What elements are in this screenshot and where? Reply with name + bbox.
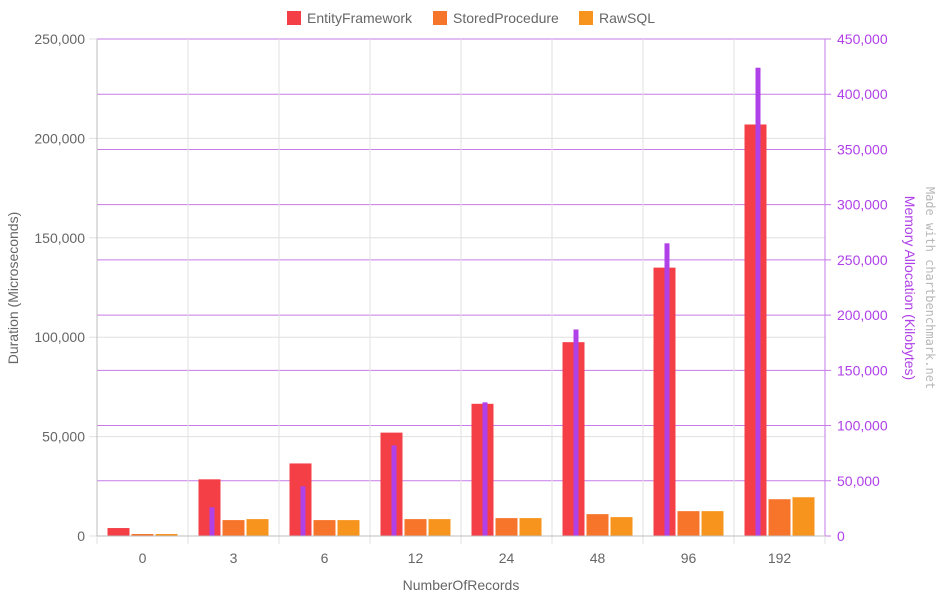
legend-swatch-storedprocedure: [433, 11, 447, 25]
x-tick-label: 192: [768, 550, 792, 566]
bar-rawsql-96: [701, 511, 724, 536]
axes: [96, 39, 826, 537]
y-tick-label-right: 200,000: [837, 307, 888, 323]
y-axis-title-left: Duration (Microseconds): [5, 212, 21, 365]
bar-storedprocedure-24: [495, 518, 518, 536]
bar-rawsql-6: [337, 520, 360, 536]
y-tick-label-right: 50,000: [837, 473, 880, 489]
bar-rawsql-24: [519, 518, 542, 536]
bar-storedprocedure-48: [586, 514, 609, 536]
x-tick-label: 12: [408, 550, 424, 566]
y-tick-label-right: 150,000: [837, 362, 888, 378]
bar-rawsql-0: [155, 534, 178, 536]
bar-rawsql-3: [246, 519, 269, 536]
x-tick-label: 96: [681, 550, 697, 566]
bar-memory-24: [482, 402, 488, 536]
y-tick-label-right: 400,000: [837, 86, 888, 102]
bar-memory-96: [664, 243, 670, 537]
legend-label-rawsql: RawSQL: [599, 10, 655, 26]
bar-storedprocedure-96: [677, 511, 700, 536]
y-tick-label-right: 100,000: [837, 418, 888, 434]
y-tick-label-right: 0: [837, 528, 845, 544]
category-gridlines: [96, 39, 826, 544]
y-tick-label-right: 250,000: [837, 252, 888, 268]
right-tick-labels: 0 50,000 100,000 150,000 200,000 250,000 300,0…: [837, 31, 888, 544]
bar-storedprocedure-192: [768, 499, 791, 536]
bar-storedprocedure-0: [131, 534, 154, 536]
y-tick-label-left: 50,000: [42, 429, 85, 445]
y-tick-label-right: 300,000: [837, 197, 888, 213]
x-tick-label: 24: [499, 550, 515, 566]
left-gridlines: [89, 38, 825, 537]
legend-label-entityframework: EntityFramework: [307, 10, 413, 26]
bar-rawsql-12: [428, 519, 451, 536]
y-tick-label-left: 200,000: [34, 130, 85, 146]
y-tick-label-left: 0: [77, 528, 85, 544]
watermark-text: Made with chartbenchmark.net: [923, 187, 937, 389]
legend: EntityFramework StoredProcedure RawSQL: [287, 10, 655, 26]
bar-storedprocedure-6: [313, 520, 336, 536]
x-tick-labels: 0 3 6 12 24 48 96 192: [139, 550, 792, 566]
bar-memory-12: [391, 445, 397, 536]
x-tick-label: 0: [139, 550, 147, 566]
bar-rawsql-192: [792, 497, 815, 536]
legend-swatch-rawsql: [579, 11, 593, 25]
y-tick-label-left: 150,000: [34, 230, 85, 246]
x-tick-label: 48: [590, 550, 606, 566]
bar-rawsql-48: [610, 517, 633, 536]
x-axis-title: NumberOfRecords: [403, 577, 520, 593]
legend-label-storedprocedure: StoredProcedure: [453, 10, 559, 26]
x-tick-label: 3: [230, 550, 238, 566]
y-tick-label-right: 350,000: [837, 141, 888, 157]
bar-memory-6: [300, 486, 306, 536]
y-tick-label-right: 450,000: [837, 31, 888, 47]
bar-storedprocedure-12: [404, 519, 427, 536]
right-gridlines: [97, 38, 831, 537]
left-tick-labels: 0 50,000 100,000 150,000 200,000 250,000: [34, 31, 85, 544]
bar-entityframework-0: [107, 528, 130, 536]
x-tick-label: 6: [321, 550, 329, 566]
bar-memory-3: [209, 507, 215, 536]
y-tick-label-left: 100,000: [34, 329, 85, 345]
y-axis-title-right: Memory Allocation (Kilobytes): [902, 196, 918, 380]
bar-storedprocedure-3: [222, 520, 245, 536]
legend-swatch-entityframework: [287, 11, 301, 25]
y-tick-label-left: 250,000: [34, 31, 85, 47]
bar-memory-192: [755, 67, 761, 537]
bar-memory-48: [573, 329, 579, 536]
